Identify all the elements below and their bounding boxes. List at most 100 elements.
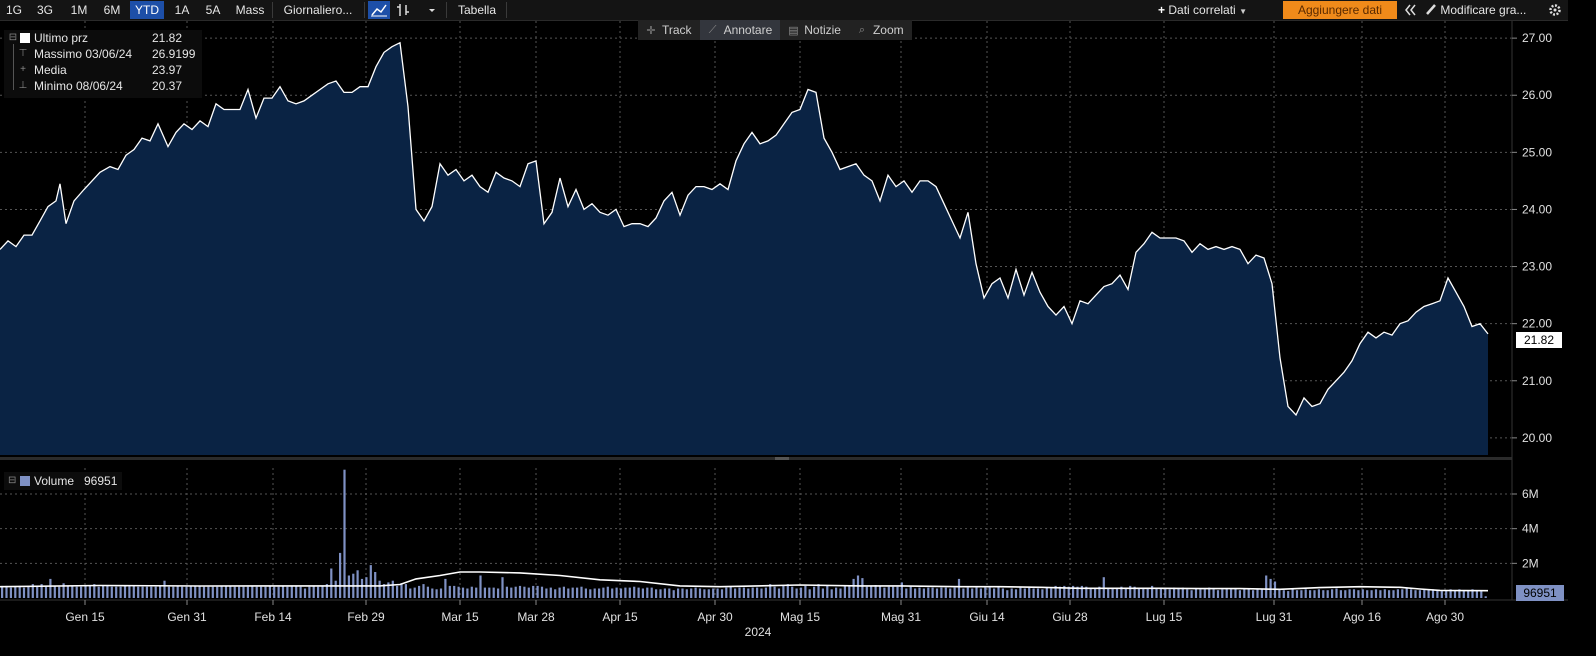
legend-value-low: 20.37 [152,79,183,93]
period-1g[interactable]: 1G [5,3,22,17]
price-axis-tick-label: 25.00 [1522,145,1552,159]
volume-bar [1041,589,1044,598]
volume-bar [843,585,846,598]
volume-bar [804,585,807,598]
volume-legend[interactable]: ⊟ Volume 96951 [4,472,122,490]
volume-bar [154,586,157,598]
zoom-tool[interactable]: ⌕ Zoom [849,20,912,40]
volume-bar [567,588,570,598]
volume-bar [764,587,767,598]
volume-bar [698,588,702,598]
volume-bar [88,585,91,598]
volume-bar [251,585,254,598]
volume-bar [1107,587,1110,598]
volume-bar [264,586,267,598]
period-3g[interactable]: 3G [36,3,53,17]
price-axis-tick-label: 24.00 [1522,202,1552,216]
collapse-icon[interactable]: ⊟ [8,32,18,43]
volume-bar [769,584,772,598]
collapse-button[interactable] [1402,1,1418,19]
period-1m[interactable]: 1M [70,3,88,17]
volume-bar [606,586,609,598]
period-5a[interactable]: 5A [205,3,221,17]
pencil-icon [1426,4,1436,15]
volume-bar [1431,589,1435,598]
volume-bar [720,589,724,598]
price-chart[interactable]: 20.00 21.00 22.00 23.00 24.00 25.00 26.00 27.00… [0,0,1568,644]
volume-bar [1357,590,1360,598]
volume-bar [347,575,350,598]
volume-bar [1076,586,1079,598]
table-button[interactable]: Tabella [457,3,497,17]
edit-chart-button[interactable]: Modificare gra... [1425,1,1541,19]
volume-bar [931,587,934,598]
volume-bar [1410,589,1413,598]
volume-bar [453,585,456,598]
volume-bar [339,552,342,598]
volume-bar [22,587,26,598]
volume-bar [1304,589,1307,598]
volume-bar [1194,588,1198,598]
zoom-label: Zoom [872,23,904,37]
volume-bar [1401,589,1404,598]
collapse-icon[interactable]: ⊟ [8,475,17,486]
legend-label-average: Media [34,63,67,77]
related-data-button[interactable]: + Dati correlati ▼ [1158,1,1272,19]
volume-series [0,469,1489,598]
settings-button[interactable] [1546,1,1564,19]
volume-bar [5,585,8,598]
volume-bar [971,588,974,598]
volume-bar [123,585,127,598]
volume-bar [1265,575,1268,598]
volume-bar [1010,588,1013,598]
volume-bar [1423,589,1426,598]
time-axis-tick-label: Feb 14 [254,610,292,624]
volume-bar [1085,586,1088,598]
last-price-tag-text: 21.82 [1524,333,1554,347]
volume-bar [685,589,688,598]
price-axis-tick-label: 21.00 [1522,374,1552,388]
volume-bar [1339,590,1342,598]
line-chart-button[interactable] [368,1,390,19]
volume-bar [1133,586,1136,598]
volume-bar [1260,589,1263,598]
pane-resize-handle[interactable] [775,457,789,460]
bar-chart-type-button[interactable] [393,1,413,19]
period-max[interactable]: Mass [235,3,265,17]
volume-bar [1366,590,1369,598]
chart-type-dropdown[interactable] [425,1,439,19]
period-6m[interactable]: 6M [103,3,121,17]
volume-bar [1287,591,1290,598]
volume-bar [848,585,851,598]
volume-bar [391,580,394,598]
period-1a[interactable]: 1A [174,3,190,17]
track-tool[interactable]: ✛ Track [638,20,700,40]
volume-bar [979,588,982,598]
volume-bar [211,586,214,598]
series-swatch-icon [20,33,30,43]
volume-bar [773,586,776,598]
news-tool[interactable]: ▤ Notizie [780,20,849,40]
volume-bar [1023,588,1026,598]
frequency-dropdown[interactable]: Giornaliero... [283,3,353,17]
volume-bar [1089,588,1092,598]
volume-bar [628,587,631,598]
volume-bar [172,586,175,598]
volume-bar [518,585,522,598]
last-volume-tag-text: 96951 [1523,586,1557,600]
volume-bar [1370,590,1373,598]
pane-divider[interactable] [0,457,1512,460]
annotate-tool[interactable]: ⟋ Annotare [699,20,781,40]
price-area-fill [0,42,1488,455]
volume-bar [431,588,434,598]
volume-bar [303,588,307,598]
volume-bar [1120,586,1123,598]
period-ytd[interactable]: YTD [130,1,164,19]
add-data-button[interactable]: Aggiungere dati [1283,1,1397,19]
annotate-label: Annotare [723,23,773,37]
volume-bar [409,588,412,598]
volume-bar [505,586,508,598]
volume-bar [619,588,623,598]
low-marker-icon: ⊥ [18,80,28,91]
volume-bar [110,586,113,598]
